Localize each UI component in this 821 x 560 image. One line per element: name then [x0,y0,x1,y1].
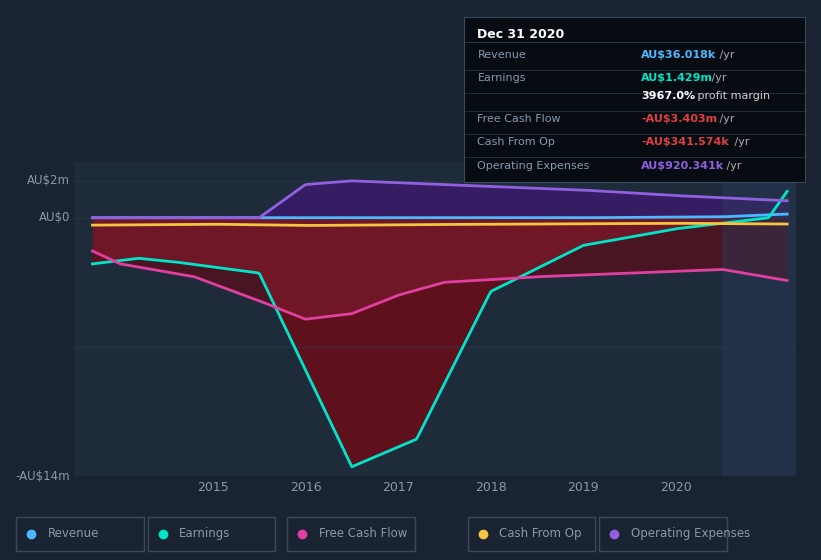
Text: Earnings: Earnings [478,73,526,83]
Text: profit margin: profit margin [694,91,769,101]
Text: 3967.0%: 3967.0% [641,91,695,101]
Text: Free Cash Flow: Free Cash Flow [319,528,407,540]
Text: /yr: /yr [716,50,735,60]
Text: Free Cash Flow: Free Cash Flow [478,114,561,124]
Text: /yr: /yr [723,161,742,171]
Text: Earnings: Earnings [179,528,231,540]
Text: AU$1.429m: AU$1.429m [641,73,713,83]
Text: -AU$3.403m: -AU$3.403m [641,114,718,124]
Text: /yr: /yr [731,137,750,147]
Text: AU$2m: AU$2m [27,174,71,188]
Text: /yr: /yr [709,73,727,83]
Text: /yr: /yr [716,114,735,124]
Bar [722,162,796,476]
Text: Cash From Op: Cash From Op [499,528,581,540]
Text: Operating Expenses: Operating Expenses [478,161,589,171]
Text: Operating Expenses: Operating Expenses [631,528,750,540]
Text: AU$920.341k: AU$920.341k [641,161,724,171]
Text: -AU$14m: -AU$14m [16,469,71,483]
Text: -AU$341.574k: -AU$341.574k [641,137,729,147]
Text: Dec 31 2020: Dec 31 2020 [478,29,565,41]
Text: Revenue: Revenue [48,528,99,540]
Text: AU$0: AU$0 [39,211,71,224]
Text: Revenue: Revenue [478,50,526,60]
Text: Cash From Op: Cash From Op [478,137,555,147]
Text: AU$36.018k: AU$36.018k [641,50,716,60]
